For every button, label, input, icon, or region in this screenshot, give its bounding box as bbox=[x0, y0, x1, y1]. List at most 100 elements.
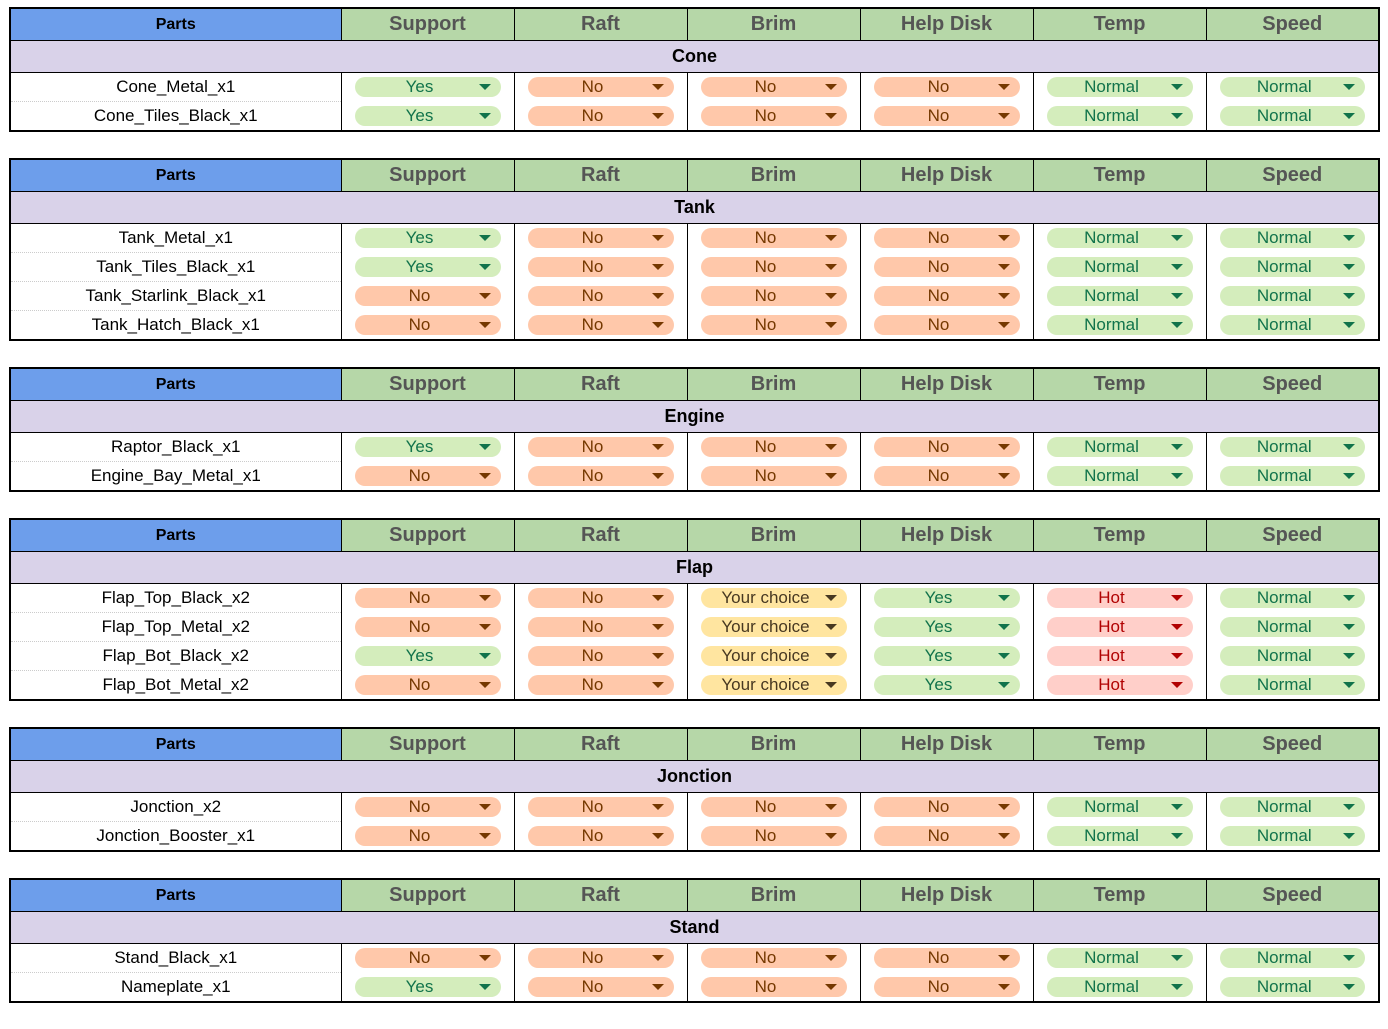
dropdown-chip[interactable]: Yes bbox=[873, 674, 1020, 695]
dropdown-chip[interactable]: Normal bbox=[1219, 286, 1365, 306]
dropdown-chip[interactable]: Normal bbox=[1046, 465, 1193, 486]
dropdown-chip[interactable]: Normal bbox=[1046, 228, 1193, 249]
dropdown-chip[interactable]: No bbox=[700, 825, 847, 846]
dropdown-chip[interactable]: Normal bbox=[1219, 105, 1365, 126]
dropdown-chip[interactable]: No bbox=[873, 286, 1020, 306]
dropdown-chip[interactable]: No bbox=[873, 948, 1020, 969]
dropdown-chip[interactable]: No bbox=[873, 314, 1020, 335]
dropdown-chip[interactable]: Hot bbox=[1046, 617, 1193, 637]
setting-cell: Hot bbox=[1032, 670, 1207, 700]
dropdown-chip[interactable]: No bbox=[873, 437, 1020, 458]
dropdown-chip[interactable]: Yes bbox=[873, 617, 1020, 637]
dropdown-chip[interactable]: Normal bbox=[1219, 976, 1365, 997]
dropdown-chip[interactable]: No bbox=[527, 646, 674, 666]
dropdown-chip[interactable]: Normal bbox=[1219, 257, 1365, 277]
dropdown-chip[interactable]: No bbox=[354, 617, 501, 637]
dropdown-chip[interactable]: Normal bbox=[1219, 797, 1365, 818]
dropdown-chip[interactable]: Normal bbox=[1219, 465, 1365, 486]
dropdown-chip[interactable]: Yes bbox=[354, 437, 501, 458]
dropdown-chip[interactable]: No bbox=[527, 314, 674, 335]
dropdown-chip[interactable]: No bbox=[527, 105, 674, 126]
dropdown-chip[interactable]: No bbox=[527, 976, 674, 997]
dropdown-chip[interactable]: No bbox=[527, 228, 674, 249]
dropdown-chip[interactable]: No bbox=[354, 797, 501, 818]
dropdown-chip[interactable]: Hot bbox=[1046, 588, 1193, 609]
dropdown-chip[interactable]: No bbox=[354, 948, 501, 969]
dropdown-chip[interactable]: Normal bbox=[1219, 437, 1365, 458]
dropdown-chip[interactable]: Your choice bbox=[700, 588, 847, 609]
dropdown-chip[interactable]: No bbox=[527, 257, 674, 277]
dropdown-chip[interactable]: Yes bbox=[354, 105, 501, 126]
dropdown-chip[interactable]: No bbox=[527, 588, 674, 609]
dropdown-chip[interactable]: Normal bbox=[1219, 314, 1365, 335]
dropdown-chip[interactable]: No bbox=[354, 465, 501, 486]
dropdown-chip[interactable]: No bbox=[700, 976, 847, 997]
dropdown-chip[interactable]: Normal bbox=[1046, 105, 1193, 126]
dropdown-chip[interactable]: No bbox=[527, 286, 674, 306]
dropdown-chip[interactable]: Normal bbox=[1219, 228, 1365, 249]
dropdown-chip[interactable]: No bbox=[527, 674, 674, 695]
dropdown-chip[interactable]: No bbox=[700, 948, 847, 969]
dropdown-chip[interactable]: No bbox=[873, 465, 1020, 486]
dropdown-chip[interactable]: Yes bbox=[354, 976, 501, 997]
dropdown-chip[interactable]: Yes bbox=[873, 588, 1020, 609]
dropdown-chip[interactable]: No bbox=[527, 465, 674, 486]
dropdown-chip[interactable]: No bbox=[527, 948, 674, 969]
dropdown-chip[interactable]: Normal bbox=[1219, 77, 1365, 98]
dropdown-chip[interactable]: No bbox=[354, 825, 501, 846]
dropdown-chip[interactable]: No bbox=[527, 77, 674, 98]
dropdown-chip[interactable]: No bbox=[354, 588, 501, 609]
dropdown-chip[interactable]: No bbox=[700, 797, 847, 818]
dropdown-chip[interactable]: Your choice bbox=[700, 646, 847, 666]
dropdown-chip[interactable]: Your choice bbox=[700, 617, 847, 637]
dropdown-chip[interactable]: No bbox=[700, 105, 847, 126]
dropdown-chip[interactable]: No bbox=[700, 77, 847, 98]
chip-label: No bbox=[927, 314, 950, 334]
dropdown-chip[interactable]: Normal bbox=[1219, 825, 1365, 846]
dropdown-chip[interactable]: Normal bbox=[1219, 617, 1365, 637]
dropdown-chip[interactable]: Normal bbox=[1219, 588, 1365, 609]
dropdown-chip[interactable]: No bbox=[873, 976, 1020, 997]
dropdown-chip[interactable]: Normal bbox=[1046, 286, 1193, 306]
dropdown-chip[interactable]: Normal bbox=[1219, 674, 1365, 695]
settings-table: Parts Support Raft Brim Help Disk Temp Speed Co… bbox=[9, 7, 1380, 132]
dropdown-chip[interactable]: Normal bbox=[1046, 437, 1193, 458]
dropdown-chip[interactable]: Yes bbox=[354, 228, 501, 249]
dropdown-chip[interactable]: Normal bbox=[1219, 646, 1365, 666]
dropdown-chip[interactable]: No bbox=[354, 286, 501, 306]
dropdown-chip[interactable]: Yes bbox=[873, 646, 1020, 666]
dropdown-chip[interactable]: No bbox=[873, 77, 1020, 98]
dropdown-chip[interactable]: No bbox=[527, 617, 674, 637]
dropdown-chip[interactable]: Yes bbox=[354, 646, 501, 666]
dropdown-chip[interactable]: Hot bbox=[1046, 646, 1193, 666]
dropdown-chip[interactable]: Normal bbox=[1219, 948, 1365, 969]
dropdown-chip[interactable]: Your choice bbox=[700, 674, 847, 695]
dropdown-chip[interactable]: No bbox=[527, 437, 674, 458]
dropdown-chip[interactable]: No bbox=[873, 228, 1020, 249]
dropdown-chip[interactable]: No bbox=[527, 797, 674, 818]
dropdown-chip[interactable]: Normal bbox=[1046, 77, 1193, 98]
dropdown-chip[interactable]: Normal bbox=[1046, 976, 1193, 997]
dropdown-chip[interactable]: Yes bbox=[354, 77, 501, 98]
dropdown-chip[interactable]: Normal bbox=[1046, 797, 1193, 818]
dropdown-chip[interactable]: No bbox=[700, 228, 847, 249]
dropdown-chip[interactable]: No bbox=[873, 825, 1020, 846]
dropdown-chip[interactable]: No bbox=[700, 286, 847, 306]
dropdown-chip[interactable]: Normal bbox=[1046, 825, 1193, 846]
dropdown-chip[interactable]: No bbox=[354, 314, 501, 335]
dropdown-chip[interactable]: No bbox=[700, 437, 847, 458]
dropdown-chip[interactable]: No bbox=[527, 825, 674, 846]
dropdown-chip[interactable]: Normal bbox=[1046, 948, 1193, 969]
dropdown-chip[interactable]: No bbox=[873, 257, 1020, 277]
dropdown-chip[interactable]: No bbox=[700, 257, 847, 277]
dropdown-chip[interactable]: Yes bbox=[354, 257, 501, 277]
dropdown-chip[interactable]: No bbox=[873, 797, 1020, 818]
dropdown-chip[interactable]: No bbox=[873, 105, 1020, 126]
dropdown-chip[interactable]: No bbox=[354, 674, 501, 695]
dropdown-chip[interactable]: Hot bbox=[1046, 674, 1193, 695]
dropdown-chip[interactable]: Normal bbox=[1046, 314, 1193, 335]
dropdown-chip[interactable]: No bbox=[700, 314, 847, 335]
dropdown-chip[interactable]: Normal bbox=[1046, 257, 1193, 277]
dropdown-chip[interactable]: No bbox=[700, 465, 847, 486]
dropdown-arrow bbox=[997, 264, 1010, 270]
